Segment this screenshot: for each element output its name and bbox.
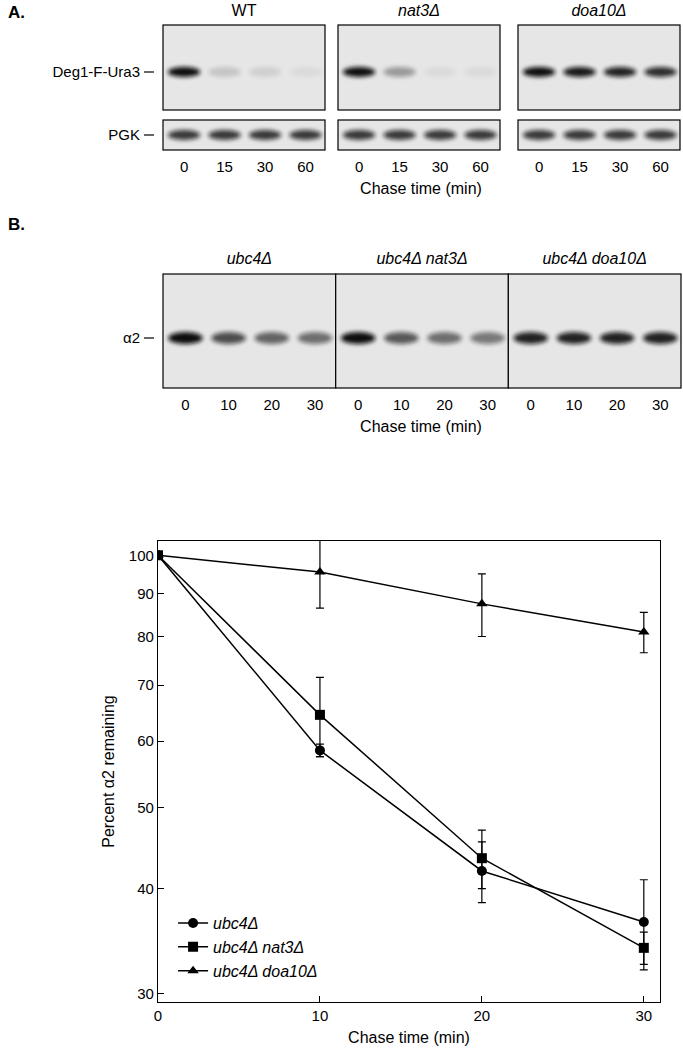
svg-text:Deg1-F-Ura3: Deg1-F-Ura3 <box>52 63 140 80</box>
svg-text:0: 0 <box>180 158 188 175</box>
svg-text:0: 0 <box>181 396 189 413</box>
svg-text:60: 60 <box>472 158 489 175</box>
svg-text:Chase time (min): Chase time (min) <box>360 418 482 435</box>
svg-text:10: 10 <box>393 396 410 413</box>
svg-text:ubc4Δ doa10Δ: ubc4Δ doa10Δ <box>542 250 647 267</box>
svg-text:Chase time (min): Chase time (min) <box>348 1029 470 1046</box>
svg-text:ubc4Δ: ubc4Δ <box>227 250 272 267</box>
svg-text:90: 90 <box>137 585 154 602</box>
svg-text:0: 0 <box>354 396 362 413</box>
svg-text:0: 0 <box>154 1007 162 1024</box>
svg-text:60: 60 <box>652 158 669 175</box>
svg-text:α2: α2 <box>123 329 140 346</box>
svg-text:WT: WT <box>232 2 257 19</box>
svg-text:20: 20 <box>474 1007 491 1024</box>
svg-text:A.: A. <box>8 3 25 22</box>
svg-text:0: 0 <box>527 396 535 413</box>
svg-text:15: 15 <box>571 158 588 175</box>
svg-text:Percent α2 remaining: Percent α2 remaining <box>100 695 117 847</box>
svg-text:50: 50 <box>137 799 154 816</box>
svg-text:0: 0 <box>355 158 363 175</box>
svg-text:20: 20 <box>436 396 453 413</box>
svg-text:20: 20 <box>263 396 280 413</box>
svg-text:Chase time (min): Chase time (min) <box>360 180 482 197</box>
svg-text:80: 80 <box>137 628 154 645</box>
svg-text:70: 70 <box>137 676 154 693</box>
svg-text:60: 60 <box>297 158 314 175</box>
svg-text:15: 15 <box>216 158 233 175</box>
svg-text:ubc4Δ: ubc4Δ <box>213 915 258 932</box>
svg-text:ubc4Δ nat3Δ: ubc4Δ nat3Δ <box>213 939 304 956</box>
svg-text:nat3Δ: nat3Δ <box>398 2 440 19</box>
svg-text:10: 10 <box>220 396 237 413</box>
svg-text:30: 30 <box>257 158 274 175</box>
svg-text:60: 60 <box>137 732 154 749</box>
svg-text:100: 100 <box>129 547 154 564</box>
svg-text:30: 30 <box>479 396 496 413</box>
svg-text:ubc4Δ nat3Δ: ubc4Δ nat3Δ <box>376 250 467 267</box>
svg-text:doa10Δ: doa10Δ <box>571 2 626 19</box>
svg-text:30: 30 <box>635 1007 652 1024</box>
svg-text:20: 20 <box>609 396 626 413</box>
svg-text:0: 0 <box>535 158 543 175</box>
svg-text:10: 10 <box>312 1007 329 1024</box>
svg-text:30: 30 <box>307 396 324 413</box>
svg-text:40: 40 <box>137 880 154 897</box>
svg-text:30: 30 <box>137 985 154 1002</box>
svg-text:ubc4Δ doa10Δ: ubc4Δ doa10Δ <box>213 963 318 980</box>
svg-text:PGK: PGK <box>108 126 140 143</box>
svg-text:30: 30 <box>432 158 449 175</box>
svg-text:15: 15 <box>391 158 408 175</box>
svg-text:30: 30 <box>612 158 629 175</box>
svg-text:30: 30 <box>652 396 669 413</box>
svg-text:B.: B. <box>8 215 25 234</box>
svg-text:10: 10 <box>566 396 583 413</box>
